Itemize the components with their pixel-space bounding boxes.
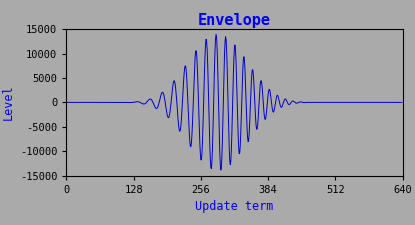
X-axis label: Update term: Update term <box>195 200 273 213</box>
Title: Envelope: Envelope <box>198 13 271 28</box>
Y-axis label: Level: Level <box>1 85 14 120</box>
